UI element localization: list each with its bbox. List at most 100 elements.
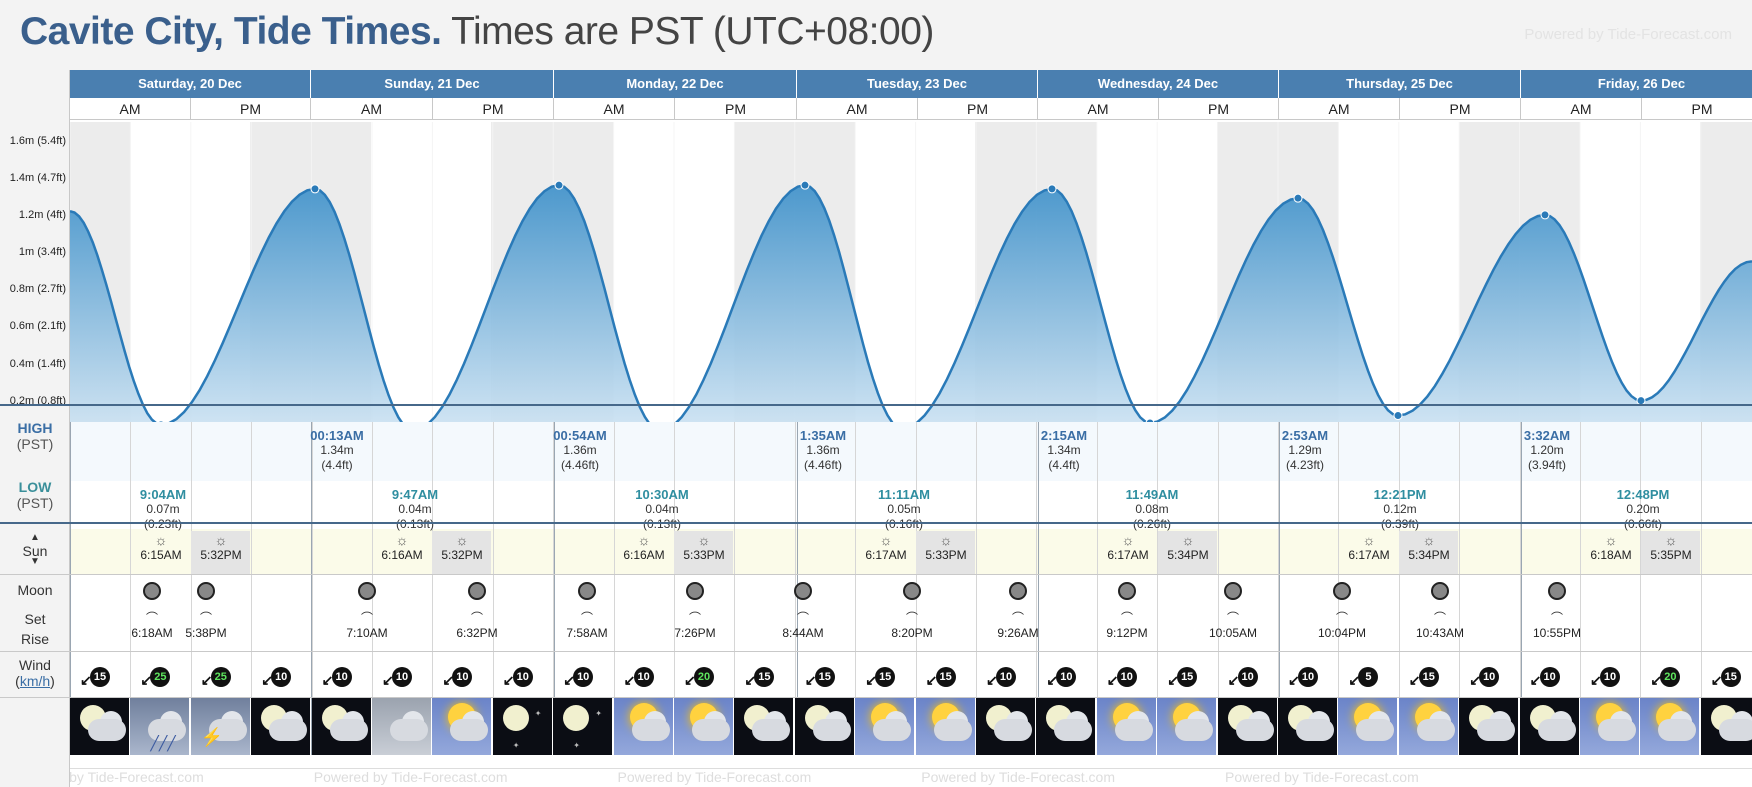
low-tide-entry: 11:11AM 0.05m (0.16ft)	[859, 487, 949, 532]
sunset-highlight	[916, 531, 975, 575]
sunrise-icon: ☼	[1604, 532, 1618, 548]
wind-speed-badge: 10	[512, 667, 533, 687]
low-tide-entry: 9:04AM 0.07m (0.23ft)	[118, 487, 208, 532]
moon-rise-label: Rise	[20, 631, 49, 647]
day-divider	[70, 422, 71, 755]
grid-line	[312, 422, 313, 755]
sunrise-icon: ☼	[879, 532, 893, 548]
am-header: AM	[70, 98, 191, 120]
grid-line	[493, 422, 494, 755]
wind-speed-badge: 5	[1358, 667, 1379, 687]
weather-day-sun-icon	[1157, 697, 1217, 755]
wind-speed-badge: 10	[1298, 667, 1318, 687]
wind-cell: ↙ 10	[1580, 658, 1640, 694]
low-tide-entry: 11:49AM 0.08m (0.26ft)	[1107, 487, 1197, 532]
tide-extreme-point[interactable]	[1293, 193, 1303, 203]
wind-speed-badge: 10	[452, 667, 473, 687]
pm-header: PM	[1642, 98, 1752, 120]
wind-direction-icon: ↙	[442, 672, 455, 688]
low-tide-feet: (0.23ft)	[143, 517, 182, 531]
sunrise-icon: ☼	[1362, 532, 1376, 548]
tide-extreme-point[interactable]	[800, 180, 810, 190]
powered-by[interactable]: Powered by Tide-Forecast.com	[1524, 26, 1732, 43]
tide-table-separator	[0, 522, 1752, 524]
sun-moon-separator	[0, 574, 1752, 575]
am-header: AM	[797, 98, 918, 120]
moon-phase-icon	[1224, 582, 1242, 600]
moon-phase-icon	[468, 582, 486, 600]
day-header: Tuesday, 23 Dec	[797, 70, 1038, 98]
weather-night-cloud-icon	[1700, 697, 1752, 755]
moonrise-time: 10:04PM	[1317, 626, 1367, 640]
cloud-icon	[1537, 719, 1576, 741]
moonrise-time: 7:26PM	[674, 626, 716, 640]
wind-cell: ↙ 25	[191, 658, 251, 694]
wind-direction-icon: ↙	[1167, 672, 1179, 688]
wind-direction-icon: ↙	[321, 672, 334, 688]
moonset-time: 10:43AM	[1415, 626, 1465, 640]
low-tide-meters: 0.04m	[645, 502, 679, 516]
sunset-highlight	[432, 531, 491, 575]
moonset-entry: ⌒ 9:26AM	[988, 609, 1048, 640]
cloud-icon	[269, 719, 308, 741]
star-icon: ✦	[512, 741, 520, 750]
cloud-icon	[1175, 719, 1214, 741]
wind-speed-badge: 10	[1479, 667, 1500, 687]
cloud-icon	[994, 719, 1032, 741]
wind-speed-badge: 10	[633, 667, 654, 687]
tide-area	[70, 185, 1752, 475]
low-tide-time: 9:04AM	[139, 487, 187, 502]
grid-line	[1399, 422, 1400, 755]
day-header: Monday, 22 Dec	[554, 70, 797, 98]
wind-cell: ↙ 10	[1218, 658, 1278, 694]
moon-phase-icon	[794, 582, 812, 600]
moonset-icon: ⌒	[360, 611, 373, 625]
high-tide-entry: 2:15AM 1.34m (4.4ft)	[1019, 428, 1109, 473]
moonrise-icon: ⌒	[470, 611, 483, 625]
sunrise-entry: ☼ 6:15AM	[131, 532, 191, 562]
wind-speed-badge: 10	[271, 667, 292, 687]
tide-extreme-point[interactable]	[554, 180, 564, 190]
sunset-time: 5:33PM	[683, 548, 725, 562]
lightning-icon: ⚡	[200, 727, 224, 747]
wind-speed-badge: 20	[694, 667, 714, 687]
low-tide-time: 9:47AM	[391, 487, 439, 502]
day-header: Friday, 26 Dec	[1521, 70, 1752, 98]
moonrise-icon: ⌒	[905, 611, 918, 625]
wind-speed-badge: 10	[1237, 667, 1258, 687]
moonset-icon: ⌒	[145, 611, 158, 625]
page-header: Cavite City, Tide Times. Times are PST (…	[0, 0, 1752, 70]
tide-extreme-point[interactable]	[1540, 210, 1550, 220]
moon-label: Moon	[17, 582, 53, 598]
day-divider	[1521, 422, 1522, 755]
cloud-icon	[692, 719, 730, 741]
tide-extreme-point[interactable]	[1393, 411, 1403, 421]
moonset-icon: ⌒	[580, 611, 593, 625]
grid-line	[1097, 422, 1098, 755]
sunset-time: 5:34PM	[1167, 548, 1209, 562]
moonrise-entry: ⌒ 8:20PM	[882, 609, 942, 640]
moonrise-time: 9:12PM	[1106, 626, 1148, 640]
low-tide-feet: (0.66ft)	[1623, 517, 1662, 531]
wind-unit-link[interactable]: km/h	[19, 673, 51, 689]
wind-label: Wind (km/h)	[0, 657, 70, 689]
wind-weather-separator	[0, 697, 1752, 698]
chart-bottom-separator	[0, 404, 1752, 406]
wind-label-text: Wind	[19, 657, 51, 673]
am-header: AM	[1279, 98, 1400, 120]
sun-label[interactable]: ▲ Sun ▼	[0, 532, 70, 567]
tide-extreme-point[interactable]	[1047, 184, 1057, 194]
weather-night-cloud-icon	[794, 697, 854, 755]
cloud-icon	[1658, 719, 1697, 741]
weather-night-clear-icon: ✦ ✦	[553, 697, 613, 755]
pm-header: PM	[675, 98, 797, 120]
weather-day-sun-icon	[855, 697, 915, 755]
sunset-icon: ☼	[214, 532, 228, 548]
grid-line	[191, 422, 192, 755]
tide-extreme-point[interactable]	[310, 184, 320, 194]
moon-phase-icon	[686, 582, 704, 600]
sunrise-icon: ☼	[154, 532, 168, 548]
high-tide-time: 1:35AM	[799, 428, 847, 443]
star-icon: ✦	[595, 709, 602, 718]
weather-night-clear-icon: ✦ ✦	[492, 697, 552, 755]
